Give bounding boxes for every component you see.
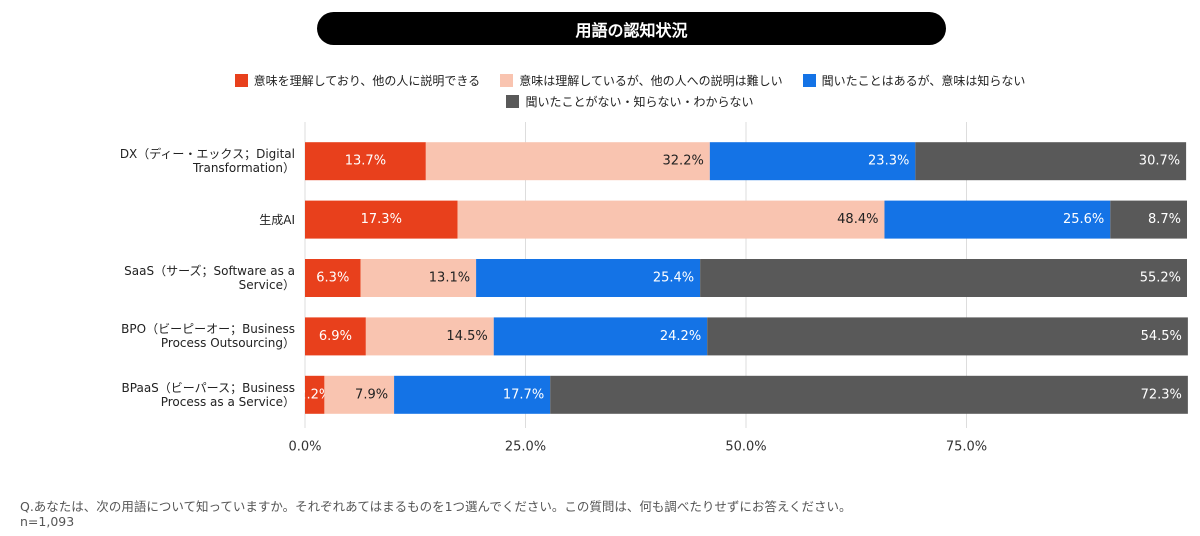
value-label: 17.7% xyxy=(503,387,544,402)
value-label: 24.2% xyxy=(660,329,701,344)
value-label: 48.4% xyxy=(837,212,878,227)
bar-segment xyxy=(394,375,551,414)
legend-item: 聞いたことはあるが、意味は知らない xyxy=(802,72,1026,89)
category-label: 生成AI xyxy=(259,212,295,227)
legend-swatch xyxy=(802,74,816,87)
value-label: 6.9% xyxy=(319,329,352,344)
legend-item: 意味を理解しており、他の人に説明できる xyxy=(234,72,481,89)
value-label: 25.6% xyxy=(1063,212,1104,227)
bar-segment xyxy=(707,317,1188,356)
legend-label: 意味は理解しているが、他の人への説明は難しい xyxy=(519,74,783,88)
footnote: Q.あなたは、次の用語について知っていますか。それぞれあてはまるものを1つ選んで… xyxy=(20,499,852,514)
bar-segment xyxy=(1110,200,1187,239)
bar-segment xyxy=(305,142,426,181)
bar-segment xyxy=(305,317,366,356)
value-label: 72.3% xyxy=(1141,387,1182,402)
bar-segment xyxy=(700,259,1187,297)
category-label: BPO（ビーピーオー；Business Process Outsourcing） xyxy=(121,322,295,351)
legend-swatch xyxy=(506,95,520,108)
value-label: 17.3% xyxy=(361,212,402,227)
x-tick-label: 0.0% xyxy=(288,440,321,455)
value-label: 6.3% xyxy=(316,271,349,286)
value-label: 13.7% xyxy=(345,154,386,169)
x-tick-label: 50.0% xyxy=(725,440,766,455)
legend-swatch xyxy=(500,74,514,87)
bar-segment xyxy=(550,375,1188,414)
value-label: 2.2% xyxy=(298,387,331,402)
value-label: 25.4% xyxy=(653,271,694,286)
value-label: 30.7% xyxy=(1139,154,1180,169)
x-tick-label: 75.0% xyxy=(946,440,987,455)
legend-item: 聞いたことがない・知らない・わからない xyxy=(506,93,754,110)
bar-segment xyxy=(425,142,710,181)
value-label: 54.5% xyxy=(1141,329,1182,344)
value-label: 7.9% xyxy=(355,387,388,402)
footnote: n=1,093 xyxy=(20,514,75,529)
bar-segment xyxy=(365,317,494,356)
value-label: 23.3% xyxy=(868,154,909,169)
chart-title: 用語の認知状況 xyxy=(317,12,946,45)
x-tick-label: 25.0% xyxy=(505,440,546,455)
bar-segment xyxy=(493,317,708,356)
bar-segment xyxy=(305,200,458,239)
bar-segment xyxy=(476,259,701,297)
legend-item: 意味は理解しているが、他の人への説明は難しい xyxy=(500,72,783,89)
value-label: 14.5% xyxy=(446,329,487,344)
bar-segment xyxy=(709,142,916,181)
value-label: 13.1% xyxy=(429,271,470,286)
bar-segment xyxy=(305,375,325,414)
bar-segment xyxy=(884,200,1111,239)
value-label: 32.2% xyxy=(663,154,704,169)
bar-segment xyxy=(324,375,395,414)
value-label: 55.2% xyxy=(1140,271,1181,286)
legend-label: 聞いたことがない・知らない・わからない xyxy=(525,95,754,109)
bar-segment xyxy=(457,200,885,239)
category-label: SaaS（サーズ；Software as a Service） xyxy=(124,264,295,292)
legend-swatch xyxy=(234,74,248,87)
bar-segment xyxy=(915,142,1187,181)
value-label: 8.7% xyxy=(1148,212,1181,227)
legend-label: 意味を理解しており、他の人に説明できる xyxy=(253,74,481,88)
legend: 意味を理解しており、他の人に説明できる 意味は理解しているが、他の人への説明は難し… xyxy=(190,72,1070,110)
bar-segment xyxy=(305,259,361,297)
bar-segment xyxy=(360,259,477,297)
legend-label: 聞いたことはあるが、意味は知らない xyxy=(821,74,1026,88)
category-label: BPaaS（ビーパース；Business Process as a Servic… xyxy=(121,380,295,409)
category-label: DX（ディー・エックス；Digital Transformation） xyxy=(119,147,295,176)
